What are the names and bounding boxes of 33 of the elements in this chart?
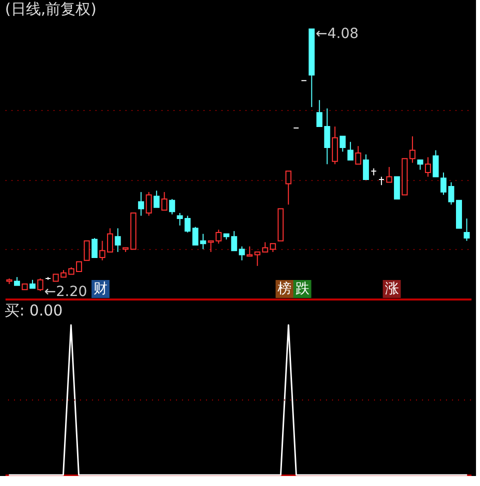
candlestick — [432, 150, 439, 178]
candlestick — [409, 136, 416, 164]
candlestick — [340, 136, 346, 152]
candlestick — [161, 192, 168, 211]
candlestick — [114, 228, 121, 252]
candlestick — [138, 192, 144, 216]
chart-title: (日线,前复权) — [5, 0, 96, 18]
annotation: 财 — [94, 281, 108, 297]
candlestick — [169, 198, 176, 215]
candlestick — [285, 170, 292, 206]
candlestick — [355, 146, 362, 165]
candlestick — [417, 160, 424, 170]
candlestick — [146, 192, 152, 216]
candlestick — [154, 190, 160, 208]
candlestick — [332, 126, 338, 165]
candlestick — [246, 246, 253, 257]
annotation: ←4.08 — [316, 26, 359, 42]
candlestick — [362, 154, 369, 180]
annotation: ←2.20 — [44, 284, 88, 300]
candlestick — [238, 246, 245, 261]
candlestick — [424, 156, 431, 178]
chart-title: 买: 0.00 — [4, 301, 63, 320]
candlestick — [464, 218, 470, 242]
candlestick — [378, 176, 384, 186]
annotation: 榜 — [278, 281, 292, 297]
candlestick — [347, 141, 354, 160]
candlestick — [92, 238, 98, 258]
annotation: 涨 — [384, 281, 399, 297]
annotation: 跌 — [295, 281, 310, 297]
candlestick — [386, 166, 392, 183]
candlestick — [37, 278, 44, 292]
candlestick — [84, 240, 90, 261]
candlestick — [394, 176, 400, 200]
